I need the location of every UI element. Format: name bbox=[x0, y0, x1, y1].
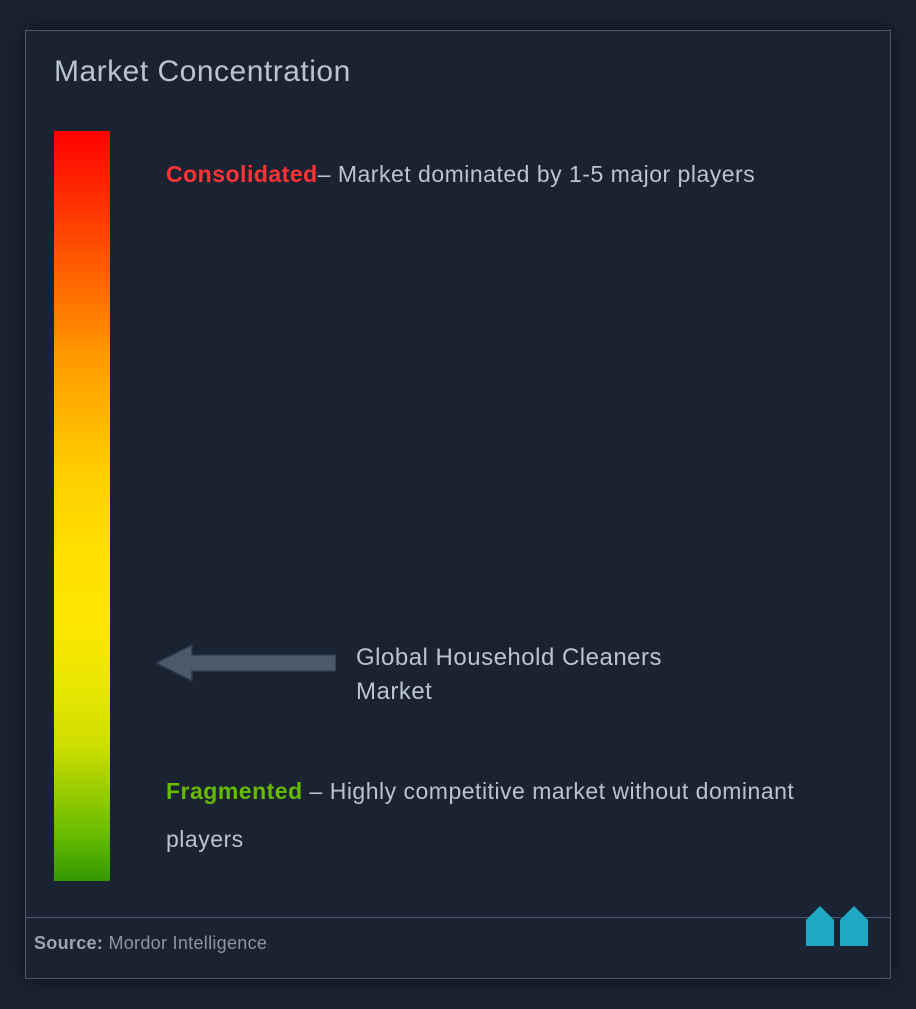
fragmented-bold: Fragmented bbox=[166, 778, 303, 804]
left-arrow-icon bbox=[156, 643, 336, 683]
consolidated-label: Consolidated– Market dominated by 1-5 ma… bbox=[166, 161, 755, 188]
market-name-label: Global Household Cleaners Market bbox=[356, 641, 716, 708]
infographic-card: Market Concentration Consolidated– Marke… bbox=[25, 30, 891, 979]
market-pointer-arrow-container bbox=[156, 643, 336, 683]
source-label: Source: bbox=[34, 933, 103, 953]
fragmented-label: Fragmented – Highly competitive market w… bbox=[166, 767, 850, 864]
chart-title: Market Concentration bbox=[54, 55, 351, 89]
concentration-scale-bar bbox=[54, 131, 110, 881]
consolidated-bold: Consolidated bbox=[166, 161, 318, 187]
footer-divider bbox=[26, 917, 890, 918]
mordor-logo-icon bbox=[806, 906, 868, 946]
source-value: Mordor Intelligence bbox=[108, 933, 267, 953]
source-attribution: Source: Mordor Intelligence bbox=[34, 933, 267, 954]
consolidated-desc: – Market dominated by 1-5 major players bbox=[318, 161, 756, 187]
